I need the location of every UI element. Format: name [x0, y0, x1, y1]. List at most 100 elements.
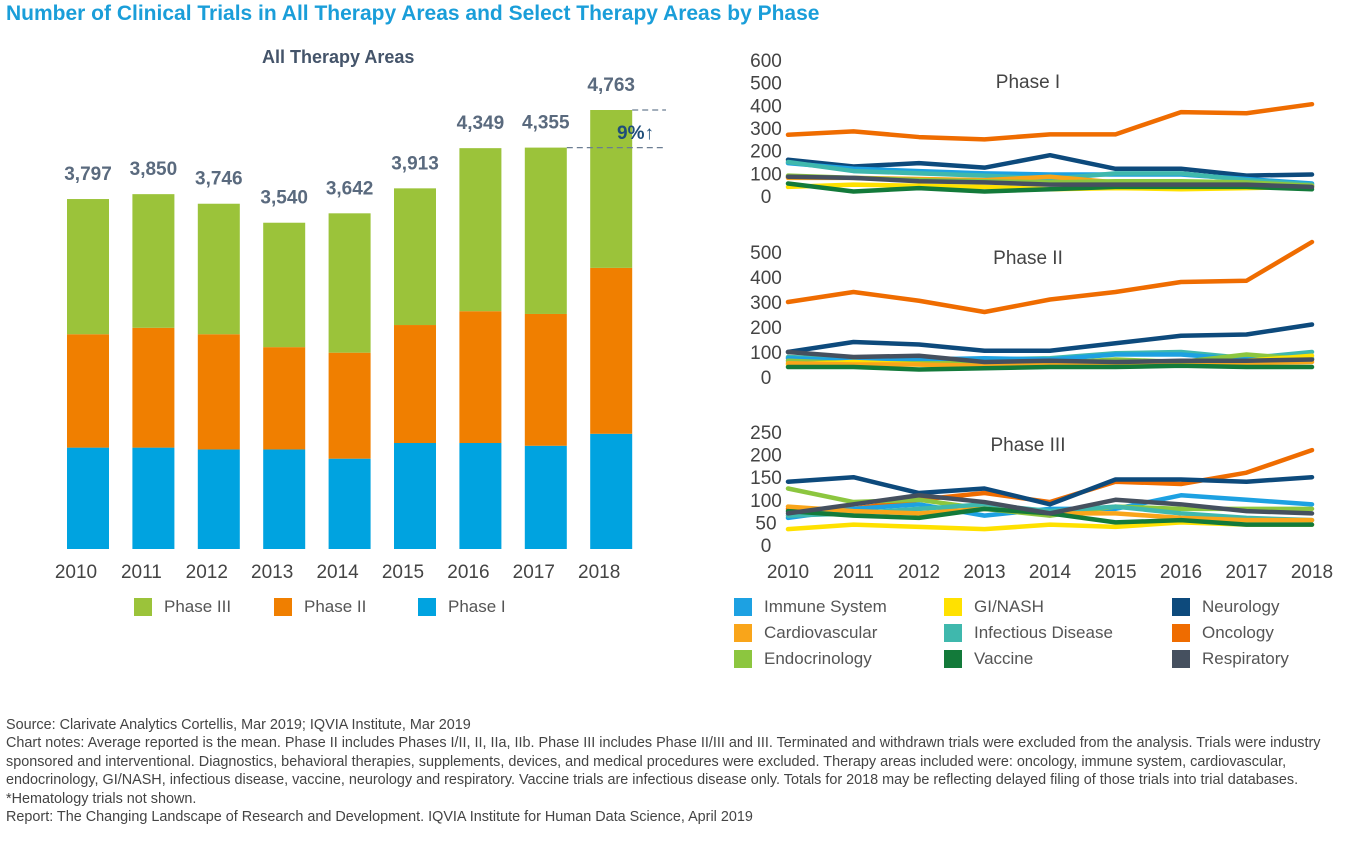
x-tick-label: 2018	[578, 562, 620, 583]
bar-phase-iii-2018	[590, 110, 633, 268]
legend-item-vaccine: Vaccine	[944, 649, 1033, 669]
legend-item-immune-system: Immune System	[734, 597, 887, 617]
y-tick-label: 0	[761, 536, 772, 557]
bar-phase-i-2017	[524, 445, 567, 549]
legend-item-phase-1: Phase I	[418, 597, 506, 617]
legend-swatch	[734, 624, 752, 642]
legend-item-oncology: Oncology	[1172, 623, 1274, 643]
bar-phase-iii-2012	[197, 203, 240, 335]
bar-phase-iii-2017	[524, 147, 567, 314]
bar-phase-i-2012	[197, 449, 240, 549]
bar-phase-iii-2013	[263, 222, 306, 348]
x-tick-label: 2017	[513, 562, 555, 583]
total-label: 4,763	[587, 75, 635, 96]
x-tick-label: 2013	[251, 562, 293, 583]
line-vaccine	[785, 181, 1315, 194]
line-neurology	[785, 322, 1315, 355]
legend-item-phase-2: Phase II	[274, 597, 366, 617]
legend-label: Oncology	[1202, 623, 1274, 642]
legend-swatch	[1172, 650, 1190, 668]
total-label: 4,355	[522, 113, 570, 134]
legend-item-phase-3: Phase III	[134, 597, 231, 617]
bar-phase-i-2011	[132, 447, 175, 549]
y-tick-label: 300	[750, 119, 782, 140]
bar-phase-i-2018	[590, 433, 633, 549]
bar-phase-i-2015	[394, 443, 436, 549]
y-tick-label: 0	[761, 187, 772, 208]
bar-phase-ii-2015	[394, 325, 436, 444]
chart-title: Number of Clinical Trials in All Therapy…	[6, 2, 820, 25]
total-label: 3,797	[64, 164, 112, 185]
y-tick-label: 50	[755, 513, 776, 534]
line-neurology	[785, 474, 1315, 507]
line-cardiovascular	[785, 359, 1315, 368]
bar-chart: 3,797 2010 3,850 2011 3,746 2012 3,540 2013 3,64…	[55, 75, 666, 583]
bar-phase-i-2013	[263, 449, 306, 549]
bar-phase-i-2014	[328, 458, 371, 549]
legend-item-cardiovascular: Cardiovascular	[734, 623, 877, 643]
bar-phase-ii-2016	[459, 311, 502, 444]
bar-phase-ii-2010	[67, 334, 109, 448]
bar-phase-iii-2014	[328, 213, 371, 353]
legend-swatch	[734, 650, 752, 668]
legend-swatch	[944, 598, 962, 616]
y-tick-label: 400	[750, 96, 782, 117]
line-oncology	[785, 101, 1315, 142]
y-tick-label: 100	[750, 343, 782, 364]
y-tick-label: 150	[750, 468, 782, 489]
bar-phase-i-2010	[67, 447, 109, 549]
x-tick-label: 2015	[1094, 562, 1136, 583]
source-note: Source: Clarivate Analytics Cortellis, M…	[6, 717, 471, 733]
legend-label: Neurology	[1202, 597, 1280, 616]
legend-label: Phase II	[304, 597, 367, 616]
legend-swatch	[1172, 598, 1190, 616]
x-tick-label: 2017	[1225, 562, 1267, 583]
chart-notes-text: Chart notes: Average reported is the mea…	[6, 735, 1321, 807]
growth-annotation: 9%↑	[617, 123, 654, 144]
legend-item-infectious-disease: Infectious Disease	[944, 623, 1113, 643]
total-label: 4,349	[457, 113, 505, 134]
bar-phase-iii-2016	[459, 148, 502, 312]
y-tick-label: 200	[750, 318, 782, 339]
x-tick-label: 2016	[447, 562, 489, 583]
bar-phase-ii-2018	[590, 267, 633, 434]
y-tick-label: 500	[750, 243, 782, 264]
y-tick-label: 200	[750, 446, 782, 467]
legend-label: Vaccine	[974, 649, 1034, 668]
panel-title: Phase II	[993, 248, 1063, 269]
legend-label: Phase I	[448, 597, 506, 616]
line-respiratory	[785, 493, 1315, 516]
bar-phase-ii-2014	[328, 352, 371, 459]
bar-phase-iii-2010	[67, 199, 109, 335]
panel-title: Phase I	[996, 72, 1060, 93]
legend-swatch	[134, 598, 152, 616]
legend-label: Phase III	[164, 597, 232, 616]
legend-item-respiratory: Respiratory	[1172, 649, 1289, 669]
legend-label: GI/NASH	[974, 597, 1044, 616]
y-tick-label: 250	[750, 423, 782, 444]
x-tick-label: 2010	[767, 562, 809, 583]
bar-phase-iii-2015	[394, 188, 436, 326]
x-tick-label: 2015	[382, 562, 424, 583]
panel-title: Phase III	[991, 435, 1066, 456]
x-tick-label: 2013	[963, 562, 1005, 583]
legend-swatch	[734, 598, 752, 616]
bar-phase-ii-2017	[524, 313, 567, 446]
line-vaccine	[785, 363, 1315, 372]
legend-label: Respiratory	[1202, 649, 1289, 668]
x-tick-label: 2011	[833, 562, 874, 583]
total-label: 3,746	[195, 169, 243, 190]
legend-label: Immune System	[764, 597, 887, 616]
line-neurology	[785, 152, 1315, 178]
total-label: 3,540	[260, 188, 308, 209]
y-tick-label: 600	[750, 51, 782, 72]
line-respiratory	[785, 349, 1315, 365]
total-label: 3,850	[130, 159, 178, 180]
total-label: 3,913	[391, 153, 439, 174]
legend-swatch	[418, 598, 436, 616]
y-tick-label: 300	[750, 293, 782, 314]
line-infectious-disease	[785, 159, 1315, 187]
y-tick-label: 500	[750, 74, 782, 95]
bar-phase-i-2016	[459, 443, 502, 549]
